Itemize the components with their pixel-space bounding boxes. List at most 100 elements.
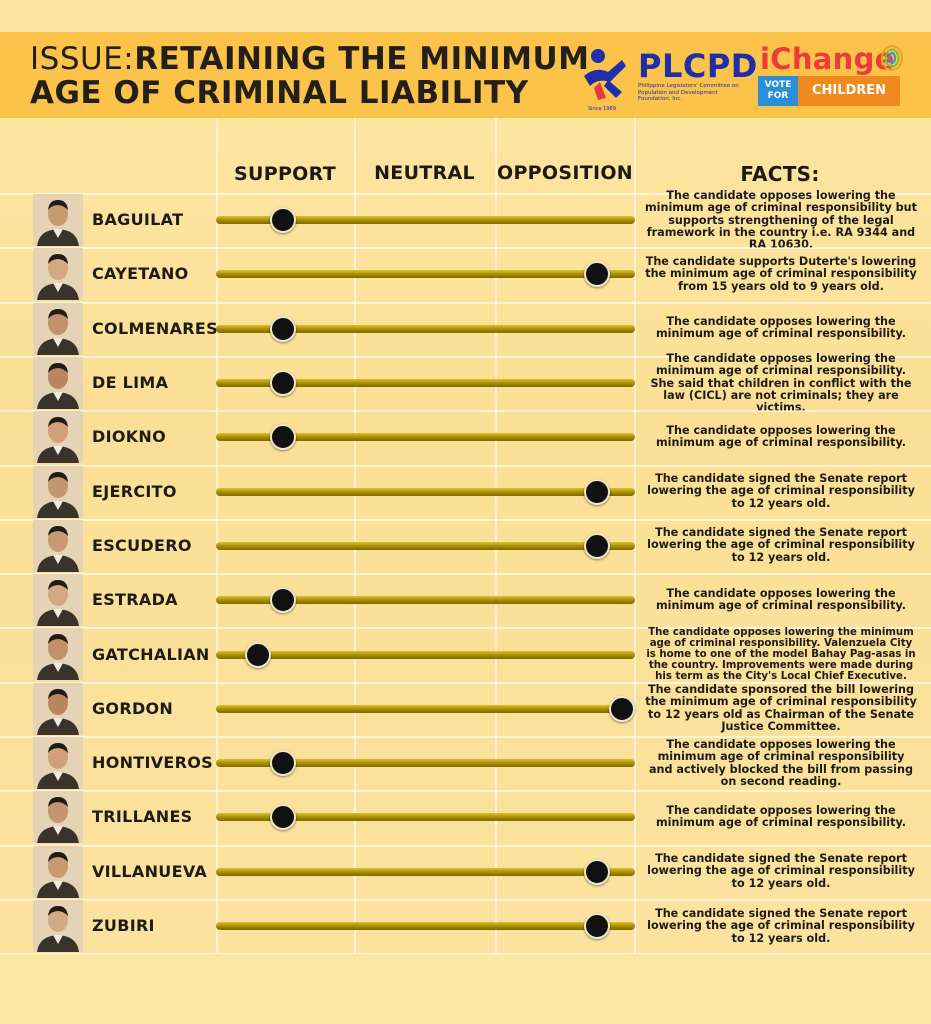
plcpd-logo: PLCPD Philippine Legislators' Committee … <box>578 46 757 112</box>
candidate-name: VILLANUEVA <box>92 862 208 881</box>
candidate-fact: The candidate opposes lowering the minim… <box>645 189 917 252</box>
ichange-word: iChange <box>760 42 895 76</box>
portrait-icon <box>33 683 83 735</box>
portrait-icon <box>33 466 83 518</box>
position-marker <box>270 316 296 342</box>
portrait-icon <box>33 737 83 789</box>
candidate-photo <box>33 411 83 463</box>
candidate-name: CAYETANO <box>92 264 189 283</box>
portrait-icon <box>33 846 83 898</box>
position-track <box>216 216 635 224</box>
position-marker <box>584 261 610 287</box>
position-marker <box>609 696 635 722</box>
position-track <box>216 325 635 333</box>
portrait-icon <box>33 791 83 843</box>
plcpd-name: PLCPD <box>638 47 758 85</box>
grid-line <box>495 118 497 954</box>
candidate-fact: The candidate signed the Senate report l… <box>647 852 915 890</box>
position-track <box>216 813 635 821</box>
header-banner: ISSUE:RETAINING THE MINIMUM AGE OF CRIMI… <box>0 32 931 118</box>
row-divider <box>0 627 931 629</box>
column-header-opposition: OPPOSITION <box>497 162 633 184</box>
candidate-photo <box>33 900 83 952</box>
position-marker <box>584 859 610 885</box>
portrait-icon <box>33 411 83 463</box>
position-track <box>216 705 635 713</box>
fingerprint-icon <box>881 45 903 71</box>
candidate-fact: The candidate sponsored the bill lowerin… <box>645 683 917 733</box>
position-marker <box>584 913 610 939</box>
column-header-facts: FACTS: <box>740 162 820 186</box>
portrait-icon <box>33 520 83 572</box>
position-track <box>216 379 635 387</box>
candidate-name: TRILLANES <box>92 807 193 826</box>
candidate-photo <box>33 628 83 680</box>
issue-label: ISSUE: <box>30 41 135 77</box>
row-divider <box>0 410 931 412</box>
row-divider <box>0 790 931 792</box>
candidate-name: HONTIVEROS <box>92 753 214 772</box>
candidate-name: DE LIMA <box>92 373 169 392</box>
row-divider <box>0 465 931 467</box>
column-header-support: SUPPORT <box>234 163 336 185</box>
position-track <box>216 759 635 767</box>
portrait-icon <box>33 248 83 300</box>
candidate-photo <box>33 303 83 355</box>
candidate-name: ESCUDERO <box>92 536 192 555</box>
position-track <box>216 270 635 278</box>
candidate-photo <box>33 683 83 735</box>
candidate-name: EJERCITO <box>92 482 177 501</box>
candidate-name: BAGUILAT <box>92 210 184 229</box>
candidate-fact: The candidate signed the Senate report l… <box>647 907 915 945</box>
candidate-name: ESTRADA <box>92 590 178 609</box>
candidate-photo <box>33 574 83 626</box>
candidate-fact: The candidate opposes lowering the minim… <box>650 352 912 415</box>
position-marker <box>270 370 296 396</box>
grid-line <box>354 118 356 954</box>
candidate-name: DIOKNO <box>92 427 167 446</box>
portrait-icon <box>33 628 83 680</box>
candidate-photo <box>33 357 83 409</box>
portrait-icon <box>33 574 83 626</box>
row-divider <box>0 519 931 521</box>
candidate-photo <box>33 737 83 789</box>
position-marker <box>270 424 296 450</box>
footer-band <box>0 954 931 1024</box>
column-header-neutral: NEUTRAL <box>374 162 475 184</box>
plcpd-since: Since 1989 <box>588 106 616 112</box>
candidate-name: COLMENARES <box>92 319 218 338</box>
vote-for-badge: VOTE FOR <box>758 76 798 106</box>
candidate-photo <box>33 520 83 572</box>
row-divider <box>0 736 931 738</box>
candidate-fact: The candidate opposes lowering the minim… <box>656 424 906 450</box>
title-line-1: RETAINING THE MINIMUM <box>134 41 590 77</box>
grid-line <box>634 118 636 954</box>
candidate-name: GATCHALIAN <box>92 645 210 664</box>
candidate-fact: The candidate opposes lowering the minim… <box>656 315 906 341</box>
grid-line <box>216 118 218 954</box>
candidate-fact: The candidate signed the Senate report l… <box>647 472 915 510</box>
position-marker <box>245 642 271 668</box>
candidate-fact: The candidate opposes lowering the minim… <box>656 587 906 613</box>
row-divider <box>0 682 931 684</box>
row-divider <box>0 356 931 358</box>
row-divider <box>0 193 931 195</box>
candidate-fact: The candidate opposes lowering the minim… <box>649 738 913 788</box>
row-divider <box>0 302 931 304</box>
position-marker <box>270 750 296 776</box>
candidate-photo <box>33 194 83 246</box>
chart-grid <box>0 118 931 954</box>
candidate-name: GORDON <box>92 699 174 718</box>
children-badge: CHILDREN <box>798 76 900 106</box>
top-band <box>0 0 931 32</box>
ichange-logo: iChange VOTE FOR CHILDREN <box>756 42 906 120</box>
position-track <box>216 542 635 550</box>
row-divider <box>0 899 931 901</box>
portrait-icon <box>33 900 83 952</box>
position-marker <box>584 533 610 559</box>
candidate-fact: The candidate signed the Senate report l… <box>647 526 915 564</box>
portrait-icon <box>33 194 83 246</box>
page-title: ISSUE:RETAINING THE MINIMUM AGE OF CRIMI… <box>30 42 590 110</box>
row-divider <box>0 573 931 575</box>
row-divider <box>0 845 931 847</box>
